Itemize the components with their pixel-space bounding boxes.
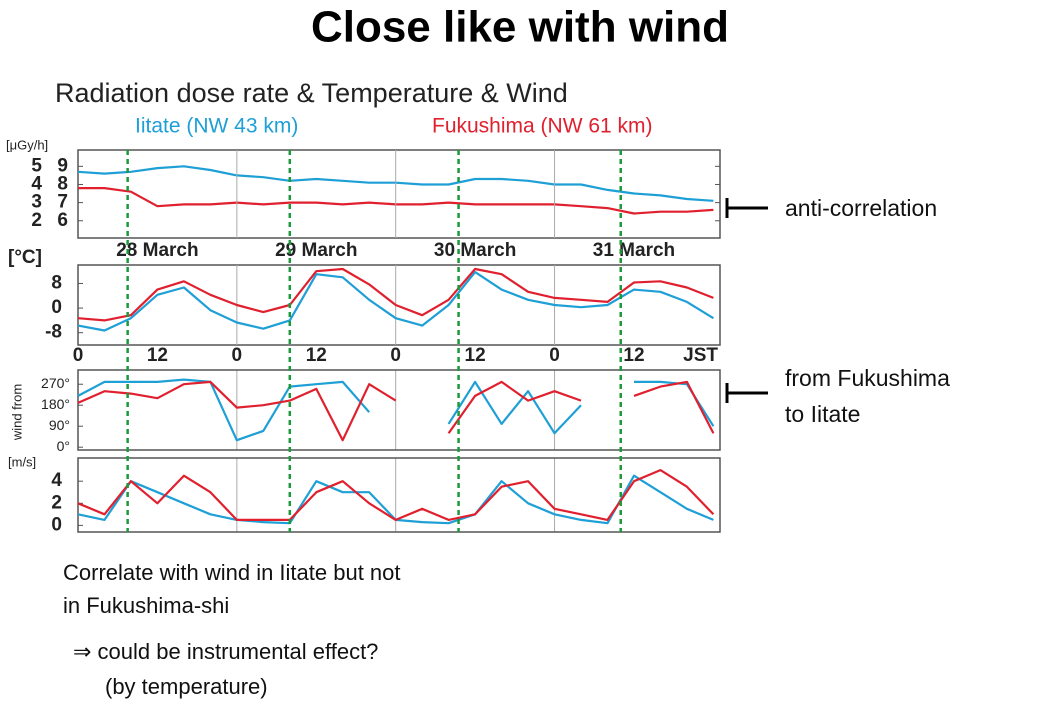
y-tick-label: 3 bbox=[31, 192, 42, 213]
body-text: in Fukushima-shi bbox=[63, 593, 229, 618]
date-label: 29 March bbox=[275, 240, 357, 261]
arrow bbox=[725, 198, 768, 403]
annotation: to Iitate bbox=[785, 401, 860, 427]
x-tick-label: 0 bbox=[232, 345, 243, 366]
y-tick-label: 8 bbox=[51, 272, 62, 293]
x-tick-label: 12 bbox=[465, 345, 486, 366]
body-text: (by temperature) bbox=[105, 674, 268, 699]
legend-entry: Fukushima (NW 61 km) bbox=[432, 115, 653, 138]
legend-entry: Iitate (NW 43 km) bbox=[135, 115, 298, 138]
y-tick-label: 4 bbox=[51, 470, 62, 491]
annotation: from Fukushima bbox=[785, 365, 950, 391]
y-tick-label: 5 bbox=[31, 155, 42, 176]
x-tick-label: 12 bbox=[623, 345, 644, 366]
y2-tick-label: 7 bbox=[57, 192, 68, 213]
y2-tick-label: 8 bbox=[57, 173, 68, 194]
series-line bbox=[77, 271, 714, 332]
y-tick-label: 90° bbox=[49, 417, 70, 433]
series-line bbox=[77, 380, 715, 442]
date-label: 31 March bbox=[593, 240, 675, 261]
y-tick-label: 270° bbox=[41, 375, 70, 391]
panel-frame bbox=[77, 369, 721, 451]
date-label: 30 March bbox=[434, 240, 516, 261]
body-text: Correlate with wind in Iitate but not bbox=[63, 560, 401, 585]
x-tick-label: 12 bbox=[147, 345, 168, 366]
y2-tick-label: 9 bbox=[57, 155, 68, 176]
y-axis-label: [°C] bbox=[8, 247, 42, 268]
y2-tick-label: 6 bbox=[57, 210, 68, 231]
y-axis-label: wind from bbox=[9, 384, 24, 441]
y-axis-label: [m/s] bbox=[8, 454, 36, 469]
chart-title: Radiation dose rate & Temperature & Wind bbox=[55, 78, 568, 108]
y-tick-label: 0 bbox=[51, 514, 62, 535]
panel-frame bbox=[77, 149, 721, 239]
y-tick-label: 180° bbox=[41, 396, 70, 412]
x-tick-label: 0 bbox=[390, 345, 401, 366]
y-tick-label: 0 bbox=[51, 297, 62, 318]
panel-frame bbox=[77, 264, 721, 346]
body-text: ⇒ could be instrumental effect? bbox=[73, 639, 378, 664]
y-tick-label: -8 bbox=[45, 322, 62, 343]
date-label: 28 March bbox=[116, 240, 198, 261]
x-axis-label: JST bbox=[683, 345, 718, 366]
y-axis-label: [μGy/h] bbox=[6, 137, 48, 152]
annotation: anti-correlation bbox=[785, 195, 937, 221]
y-tick-label: 2 bbox=[51, 492, 62, 513]
series-line bbox=[77, 267, 714, 322]
x-tick-label: 0 bbox=[73, 345, 84, 366]
slide-title: Close like with wind bbox=[311, 3, 729, 52]
x-tick-label: 0 bbox=[549, 345, 560, 366]
series-line bbox=[77, 469, 715, 521]
y-tick-label: 0° bbox=[57, 438, 70, 454]
x-tick-label: 12 bbox=[306, 345, 327, 366]
y-tick-label: 2 bbox=[31, 210, 42, 231]
y-tick-label: 4 bbox=[31, 173, 42, 194]
panel-frame bbox=[77, 457, 721, 533]
